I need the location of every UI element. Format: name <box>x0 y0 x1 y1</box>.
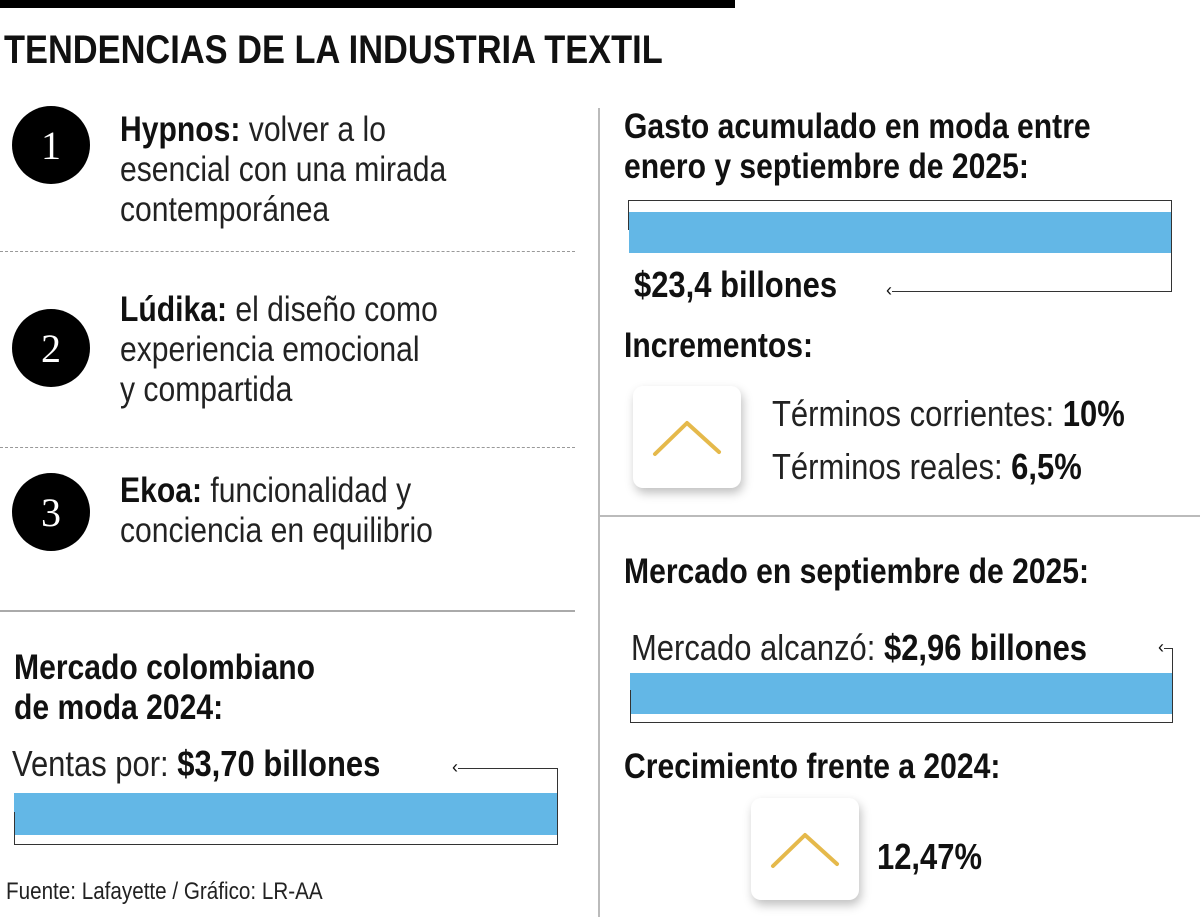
trend-name: Hypnos: <box>120 110 241 149</box>
top-rule <box>0 0 735 8</box>
arrow-line <box>892 291 1172 292</box>
growth-heading: Crecimiento frente a 2024: <box>624 747 1001 786</box>
chevron-up-icon <box>653 421 721 456</box>
bracket-line <box>628 200 1171 201</box>
increment-value: 10% <box>1062 393 1125 434</box>
bracket-line <box>630 690 631 723</box>
growth-card <box>751 798 859 900</box>
september-bar <box>630 673 1172 714</box>
trend-number-1: 1 <box>12 106 90 184</box>
trend-number-3: 3 <box>12 473 90 551</box>
bracket-line <box>14 844 557 845</box>
september-market: Mercado alcanzó: $2,96 billones <box>631 627 1087 669</box>
trend-text: el diseño como <box>227 290 438 329</box>
increment-card <box>633 386 741 488</box>
bracket-line <box>14 812 15 844</box>
trend-name: Lúdika: <box>120 290 228 329</box>
arrow-line <box>1164 648 1172 649</box>
bracket-line <box>1171 200 1172 292</box>
trend-text: y compartida <box>120 370 293 409</box>
heading-line: Gasto acumulado en moda entre <box>624 107 1091 146</box>
divider <box>0 610 575 612</box>
trend-item-1: Hypnos: volver a lo esencial con una mir… <box>120 110 446 230</box>
divider <box>0 447 575 448</box>
increment-current: Términos corrientes: 10% <box>772 393 1125 435</box>
source-note: Fuente: Lafayette / Gráfico: LR-AA <box>6 878 323 905</box>
bracket-line <box>628 200 629 230</box>
divider <box>598 515 1200 517</box>
market-value: $2,96 billones <box>883 627 1088 668</box>
trend-item-2: Lúdika: el diseño como experiencia emoci… <box>120 290 438 410</box>
increment-value: 6,5% <box>1011 446 1082 487</box>
column-divider <box>598 108 600 917</box>
september-heading: Mercado en septiembre de 2025: <box>624 552 1090 591</box>
trend-text: funcionalidad y <box>201 471 412 510</box>
trend-text: volver a lo <box>240 110 386 149</box>
trend-text: contemporánea <box>120 190 330 229</box>
growth-value: 12,47% <box>877 836 983 877</box>
increment-real: Términos reales: 6,5% <box>772 446 1082 488</box>
trend-text: esencial con una mirada <box>120 150 447 189</box>
bracket-line <box>557 768 558 845</box>
arrow-head-icon: ‹ <box>886 280 892 300</box>
heading-line: Mercado colombiano <box>14 648 316 687</box>
spending-value: $23,4 billones <box>634 264 838 305</box>
increment-label: Términos corrientes: <box>772 393 1063 434</box>
bracket-line <box>1172 648 1173 723</box>
trend-number-2: 2 <box>12 309 90 387</box>
sales-value: $3,70 billones <box>177 743 381 784</box>
trend-text: conciencia en equilibrio <box>120 511 433 550</box>
heading-line: de moda 2024: <box>14 688 224 727</box>
increment-label: Términos reales: <box>772 446 1012 487</box>
arrow-head-icon: ‹ <box>1158 637 1164 657</box>
page-title: TENDENCIAS DE LA INDUSTRIA TEXTIL <box>4 28 663 72</box>
market-label: Mercado alcanzó: <box>631 627 884 668</box>
market-2024-heading: Mercado colombiano de moda 2024: <box>14 648 315 728</box>
spending-heading: Gasto acumulado en moda entre enero y se… <box>624 107 1091 187</box>
bracket-line <box>630 722 1173 723</box>
market-2024-sales: Ventas por: $3,70 billones <box>12 743 380 785</box>
heading-line: enero y septiembre de 2025: <box>624 147 1029 186</box>
sales-bar <box>14 793 557 835</box>
trend-item-3: Ekoa: funcionalidad y conciencia en equi… <box>120 471 433 551</box>
chevron-up-icon <box>771 833 839 868</box>
arrow-head-icon: ‹ <box>452 757 458 777</box>
increments-heading: Incrementos: <box>624 326 814 365</box>
divider <box>0 251 575 252</box>
trend-text: experiencia emocional <box>120 330 420 369</box>
spending-bar <box>629 212 1171 253</box>
sales-label: Ventas por: <box>12 743 178 784</box>
trend-name: Ekoa: <box>120 471 202 510</box>
arrow-line <box>458 768 557 769</box>
